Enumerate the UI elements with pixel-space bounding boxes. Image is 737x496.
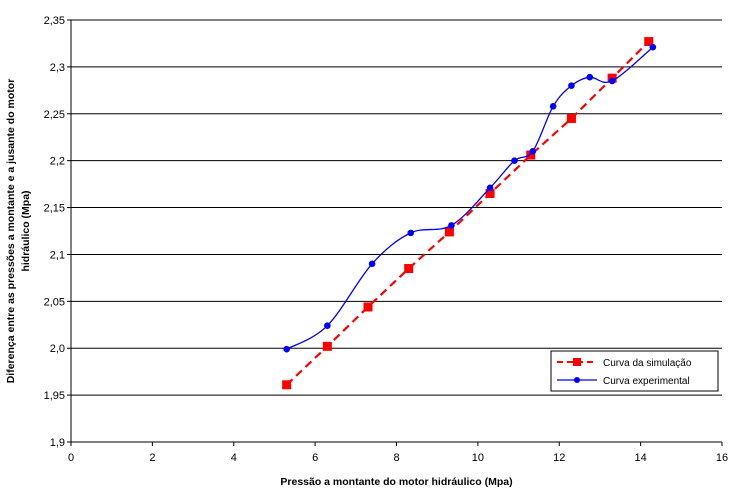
data-point-simulacao	[404, 264, 414, 274]
data-point-experimental	[608, 77, 616, 85]
y-tick-label: 2,0	[50, 343, 65, 355]
legend-marker-experimental	[574, 377, 580, 383]
series-line-experimental	[286, 46, 654, 350]
data-series	[282, 37, 657, 390]
y-tick-label: 2,25	[44, 109, 65, 121]
data-point-experimental	[511, 157, 518, 164]
y-tick-label: 2,05	[44, 296, 65, 308]
x-tick-label: 10	[472, 452, 484, 464]
y-tick-label: 2,2	[50, 156, 65, 168]
data-point-experimental	[448, 222, 455, 229]
y-tick-label: 2,35	[44, 15, 65, 27]
y-tick-label: 1,95	[44, 390, 65, 402]
data-point-simulacao	[526, 150, 536, 160]
x-tick-label: 12	[553, 452, 565, 464]
x-tick-label: 8	[393, 452, 399, 464]
data-point-experimental	[549, 102, 557, 110]
data-point-simulacao	[322, 341, 332, 351]
x-axis-title: Pressão a montante do motor hidráulico (…	[280, 476, 512, 488]
x-tick-label: 14	[635, 452, 647, 464]
data-point-simulacao	[566, 113, 576, 123]
y-tick-label: 2,1	[50, 249, 65, 261]
legend-box	[550, 350, 719, 392]
x-tick-label: 16	[716, 452, 728, 464]
axes: 1,9 1,95 2,0 2,05 2,1 2,15 2,2 2,25 2,3 2,35 0 2 4 6 8…	[5, 15, 728, 488]
data-point-experimental	[529, 147, 537, 155]
legend-label: Curva da simulação	[603, 358, 692, 369]
x-tick-label: 2	[149, 452, 155, 464]
x-tick-label: 0	[68, 452, 74, 464]
series-line-simulacao	[285, 40, 650, 386]
data-point-experimental	[649, 43, 657, 51]
y-tick-label: 2,15	[44, 203, 65, 215]
data-point-experimental	[486, 184, 494, 192]
data-point-experimental	[568, 82, 575, 89]
x-tick-label: 4	[231, 452, 237, 464]
data-point-simulacao	[644, 37, 654, 47]
data-point-experimental	[324, 322, 331, 330]
legend: Curva da simulação Curva experimental	[550, 350, 719, 392]
grid-lines	[71, 19, 722, 396]
data-point-simulacao	[363, 302, 373, 312]
legend-marker-simulacao	[573, 358, 581, 366]
data-point-simulacao	[282, 380, 292, 390]
data-point-experimental	[407, 229, 415, 237]
data-point-simulacao	[444, 227, 454, 237]
y-axis-title-line: Diferença entre as pressões a montante e…	[5, 79, 17, 384]
legend-label: Curva experimental	[603, 376, 690, 387]
y-axis-title: Diferença entre as pressões a montante e…	[5, 79, 32, 384]
data-point-simulacao	[485, 188, 495, 198]
data-point-experimental	[368, 260, 376, 268]
y-tick-label: 2,3	[50, 62, 65, 74]
y-tick-label: 1,9	[50, 437, 65, 449]
x-tick-label: 6	[312, 452, 318, 464]
data-point-experimental	[586, 73, 594, 81]
data-point-experimental	[283, 345, 290, 353]
y-axis-title-line: hidráulico (Mpa)	[20, 190, 32, 271]
